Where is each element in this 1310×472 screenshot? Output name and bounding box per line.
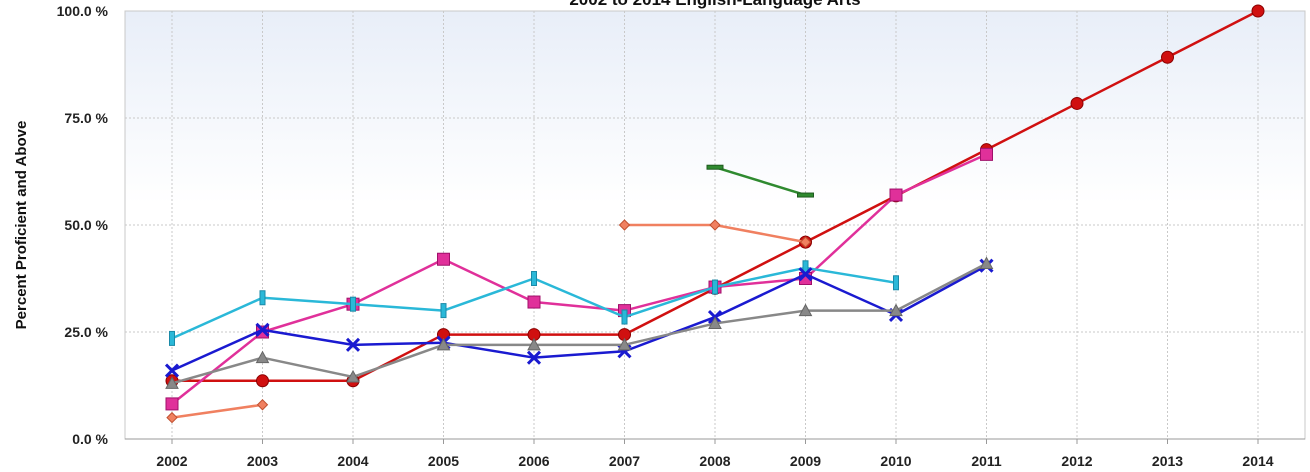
chart-title: 2002 to 2014 English-Language Arts [569, 0, 860, 9]
triangle-marker [436, 337, 451, 351]
bar-marker [531, 271, 537, 286]
triangle-marker [889, 303, 903, 317]
square-marker [980, 147, 993, 161]
series-6 [166, 219, 812, 424]
series-line [171, 403, 263, 419]
axes: 0.0 % 25.0 % 50.0 % 75.0 % 100.0 % 2002 2003 20… [57, 3, 1305, 469]
x-tick-label: 2008 [699, 453, 730, 469]
triangle-marker [346, 369, 360, 383]
dash-marker [797, 192, 814, 198]
series-line [171, 153, 988, 405]
series-line [171, 264, 988, 372]
triangle-marker [979, 256, 994, 270]
x-marker [526, 350, 542, 365]
circle-marker [256, 374, 269, 388]
x-tick-label: 2012 [1061, 453, 1092, 469]
x-tick-label: 2009 [790, 453, 821, 469]
y-tick-label: 100.0 % [57, 3, 109, 19]
circle-marker [1161, 50, 1174, 64]
series-7 [706, 164, 814, 198]
triangle-marker [617, 337, 632, 351]
triangle-marker [798, 303, 813, 317]
y-axis-title: Percent Proficient and Above [13, 121, 30, 330]
series-3 [169, 260, 899, 346]
x-tick-label: 2014 [1242, 453, 1273, 469]
square-marker [165, 397, 179, 411]
x-tick-label: 2002 [156, 453, 187, 469]
bar-marker [712, 279, 718, 295]
y-tick-label: 25.0 % [64, 324, 108, 340]
diamond-marker [256, 399, 269, 411]
y-tick-label: 50.0 % [64, 217, 108, 233]
series-group [164, 4, 1265, 424]
x-tick-label: 2010 [880, 453, 911, 469]
x-tick-label: 2003 [247, 453, 278, 469]
diamond-marker [618, 219, 631, 231]
x-marker [798, 267, 813, 282]
diamond-marker [166, 411, 178, 424]
circle-marker [1070, 96, 1084, 110]
series-5 [165, 256, 994, 389]
square-marker [889, 188, 903, 202]
diamond-marker [709, 219, 721, 231]
triangle-marker [708, 316, 722, 329]
dash-marker [706, 164, 724, 170]
triangle-marker [527, 337, 541, 351]
square-marker [527, 295, 541, 309]
bar-marker [259, 290, 266, 306]
x-tick-label: 2005 [428, 453, 459, 469]
x-marker [164, 363, 180, 378]
y-tick-label: 0.0 % [72, 431, 108, 447]
triangle-marker [165, 376, 179, 389]
x-tick-label: 2013 [1152, 453, 1183, 469]
bar-marker [350, 296, 356, 312]
triangle-marker [255, 350, 270, 364]
diamond-marker [799, 236, 812, 248]
series-line [171, 262, 988, 385]
circle-marker [1251, 4, 1265, 18]
bar-marker [169, 330, 175, 346]
x-tick-label: 2004 [337, 453, 368, 469]
x-marker [345, 337, 361, 352]
x-tick-label: 2006 [518, 453, 549, 469]
x-tick-label: 2007 [609, 453, 640, 469]
square-marker [437, 252, 450, 266]
bar-marker [440, 303, 447, 319]
y-tick-label: 75.0 % [64, 110, 108, 126]
bar-marker [893, 275, 899, 291]
x-marker [255, 322, 270, 337]
x-tick-label: 2011 [971, 453, 1002, 469]
series-line [714, 166, 806, 197]
bar-marker [621, 309, 628, 325]
